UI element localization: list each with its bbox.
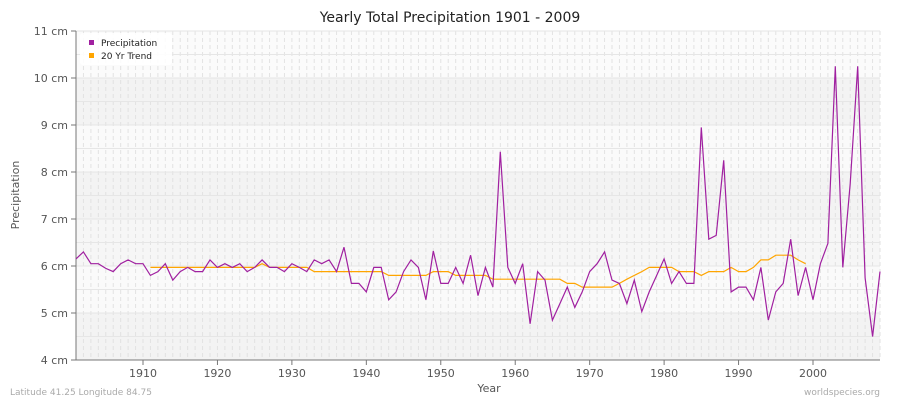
y-tick-label: 9 cm: [41, 119, 68, 132]
legend-label-precipitation: Precipitation: [101, 39, 157, 49]
y-tick-label: 10 cm: [34, 72, 68, 85]
x-tick-label: 1940: [352, 367, 380, 380]
x-tick-label: 1910: [129, 367, 157, 380]
x-tick-label: 1930: [278, 367, 306, 380]
legend-swatch-trend: [89, 53, 94, 58]
x-tick-label: 1960: [501, 367, 529, 380]
footer-source: worldspecies.org: [804, 388, 880, 398]
series-line-20-yr-trend: [150, 254, 806, 288]
y-tick-label: 6 cm: [41, 260, 68, 273]
x-tick-label: 1990: [725, 367, 753, 380]
y-tick-label: 4 cm: [41, 354, 68, 367]
x-axis-label: Year: [476, 382, 501, 395]
legend-swatch-precipitation: [89, 40, 94, 45]
x-tick-label: 1950: [427, 367, 455, 380]
footer-coordinates: Latitude 41.25 Longitude 84.75: [10, 388, 152, 398]
chart-title: Yearly Total Precipitation 1901 - 2009: [319, 10, 581, 26]
y-tick-label: 8 cm: [41, 166, 68, 179]
x-tick-label: 1970: [576, 367, 604, 380]
x-tick-label: 2000: [799, 367, 827, 380]
y-tick-label: 11 cm: [34, 25, 68, 38]
legend-label-trend: 20 Yr Trend: [101, 52, 152, 62]
series-line-precipitation: [75, 66, 881, 337]
y-axis-label: Precipitation: [9, 161, 22, 230]
legend: Precipitation 20 Yr Trend: [80, 33, 172, 65]
x-tick-label: 1920: [203, 367, 231, 380]
y-tick-label: 5 cm: [41, 307, 68, 320]
y-tick-label: 7 cm: [41, 213, 68, 226]
x-tick-label: 1980: [650, 367, 678, 380]
